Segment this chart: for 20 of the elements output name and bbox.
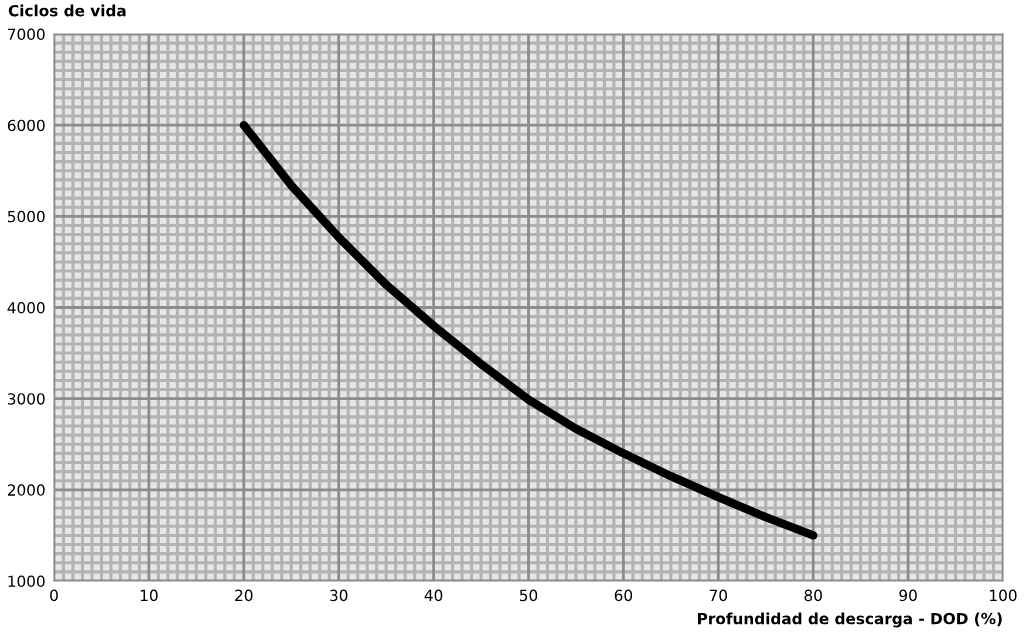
y-tick-label: 6000	[7, 119, 45, 132]
x-tick-label: 90	[899, 589, 917, 602]
y-axis-title: Ciclos de vida	[8, 4, 126, 17]
x-tick-label: 60	[614, 589, 633, 602]
y-tick-label: 4000	[7, 301, 45, 314]
x-tick-label: 10	[140, 589, 158, 602]
x-tick-label: 30	[330, 589, 348, 602]
y-tick-label: 5000	[7, 210, 45, 223]
x-tick-label: 50	[519, 589, 538, 602]
y-tick-label: 1000	[8, 575, 45, 588]
y-tick-label: 7000	[8, 28, 45, 41]
x-tick-label: 40	[424, 589, 443, 602]
x-tick-label: 0	[50, 589, 58, 602]
x-tick-label: 80	[804, 589, 822, 602]
x-tick-label: 70	[709, 589, 728, 602]
x-tick-label: 20	[235, 589, 253, 602]
y-tick-label: 2000	[7, 484, 45, 496]
x-axis-title: Profundidad de descarga - DOD (%)	[698, 612, 1002, 628]
y-tick-label: 3000	[7, 393, 45, 405]
x-tick-label: 100	[990, 589, 1017, 602]
